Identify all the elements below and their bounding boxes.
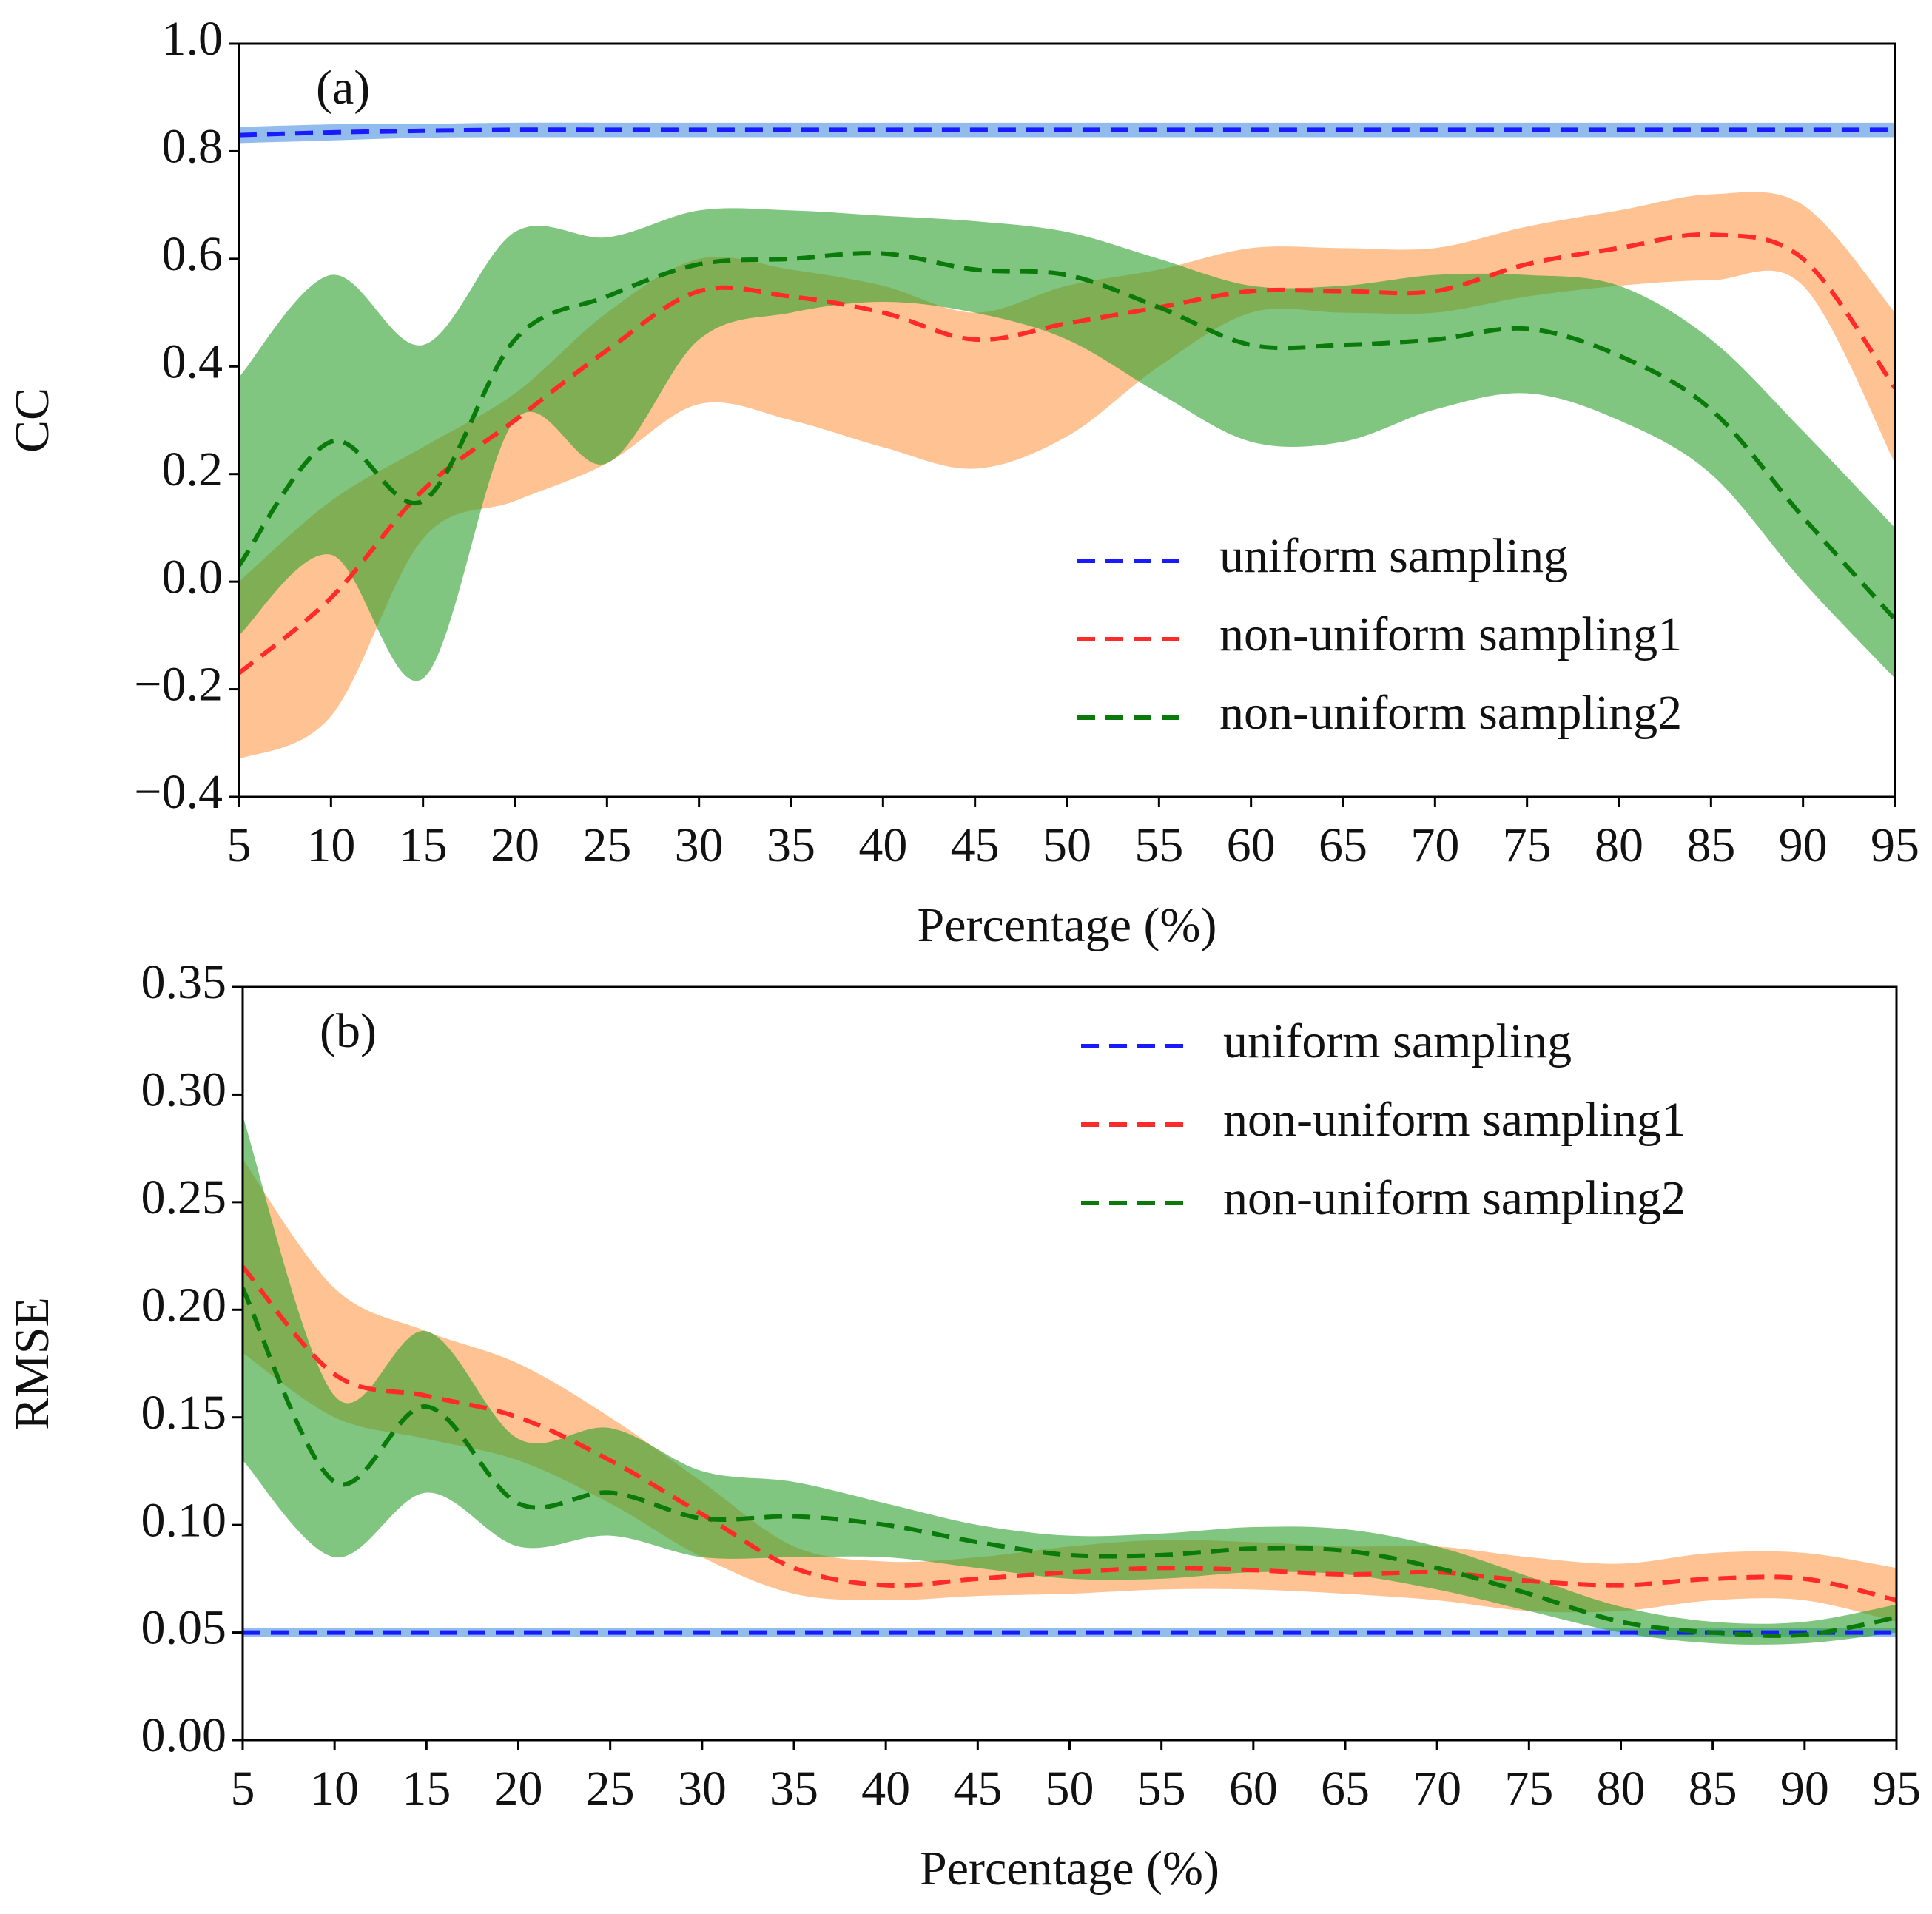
x-tick-label: 25 [586, 1762, 635, 1816]
band [243, 1116, 1896, 1645]
x-tick-label: 65 [1319, 818, 1367, 872]
y-tick-label: −0.2 [134, 658, 223, 712]
x-tick-label: 80 [1595, 818, 1643, 872]
y-tick-label: 0.15 [141, 1386, 227, 1440]
x-tick-label: 65 [1321, 1762, 1370, 1816]
series-line [243, 1265, 1896, 1603]
x-tick-label: 5 [227, 818, 252, 872]
x-tick-label: 25 [582, 818, 631, 872]
x-axis-label: Percentage (%) [918, 898, 1217, 952]
y-axis-label: RMSE [5, 1297, 59, 1430]
y-tick-label: 0.8 [162, 120, 223, 174]
x-tick-label: 40 [858, 818, 907, 872]
legend-label: non-uniform sampling2 [1219, 686, 1682, 740]
x-tick-label: 35 [770, 1762, 818, 1816]
x-tick-label: 30 [678, 1762, 727, 1816]
band [239, 208, 1895, 681]
x-tick-label: 85 [1686, 818, 1735, 872]
x-tick-label: 45 [951, 818, 1000, 872]
x-tick-label: 70 [1410, 818, 1459, 872]
plot-area [239, 122, 1895, 760]
y-tick-label: 0.20 [141, 1278, 227, 1332]
x-tick-label: 55 [1134, 818, 1183, 872]
x-tick-label: 90 [1780, 1762, 1829, 1816]
y-tick-label: 0.00 [141, 1708, 227, 1762]
x-tick-label: 20 [494, 1762, 543, 1816]
x-tick-label: 60 [1227, 818, 1276, 872]
x-tick-label: 50 [1043, 818, 1091, 872]
y-tick-label: 1.0 [162, 12, 223, 66]
panel-label: (b) [320, 1004, 377, 1058]
y-tick-label: 0.30 [141, 1063, 227, 1117]
x-tick-label: 95 [1871, 818, 1919, 872]
series-line [239, 127, 1895, 138]
x-tick-label: 15 [399, 818, 448, 872]
series-line [239, 251, 1895, 621]
plot-area [243, 1116, 1896, 1645]
x-tick-label: 75 [1504, 1762, 1553, 1816]
y-tick-label: 0.35 [141, 955, 227, 1009]
x-tick-label: 5 [231, 1762, 255, 1816]
y-tick-label: 0.05 [141, 1601, 227, 1655]
legend-label: non-uniform sampling1 [1223, 1093, 1686, 1147]
x-tick-label: 15 [402, 1762, 451, 1816]
x-axis-label: Percentage (%) [920, 1841, 1219, 1896]
series-line [243, 1287, 1896, 1638]
x-tick-label: 35 [767, 818, 815, 872]
x-tick-label: 70 [1413, 1762, 1461, 1816]
x-tick-label: 95 [1872, 1762, 1921, 1816]
band [239, 122, 1895, 144]
legend-label: non-uniform sampling1 [1219, 607, 1682, 661]
legend-label: non-uniform sampling2 [1223, 1171, 1686, 1225]
x-tick-label: 80 [1597, 1762, 1646, 1816]
y-tick-label: 0.10 [141, 1493, 227, 1547]
x-tick-label: 45 [953, 1762, 1002, 1816]
x-tick-label: 30 [675, 818, 724, 872]
y-tick-label: 0.6 [162, 227, 223, 281]
legend-label: uniform sampling [1219, 529, 1568, 583]
x-tick-label: 75 [1503, 818, 1552, 872]
x-tick-label: 20 [491, 818, 539, 872]
x-tick-label: 10 [310, 1762, 359, 1816]
x-tick-label: 40 [861, 1762, 910, 1816]
y-tick-label: 0.4 [162, 334, 223, 388]
x-tick-label: 10 [306, 818, 355, 872]
x-tick-label: 50 [1046, 1762, 1094, 1816]
y-tick-label: 0.2 [162, 442, 223, 496]
x-tick-label: 60 [1229, 1762, 1278, 1816]
y-tick-label: −0.4 [134, 765, 223, 819]
legend-label: uniform sampling [1223, 1014, 1572, 1068]
y-tick-label: 0.25 [141, 1170, 227, 1224]
panel-label: (a) [316, 61, 370, 115]
x-tick-label: 90 [1779, 818, 1828, 872]
x-tick-label: 85 [1689, 1762, 1737, 1816]
y-axis-label: CC [5, 388, 59, 453]
y-tick-label: 0.0 [162, 550, 223, 604]
x-tick-label: 55 [1137, 1762, 1186, 1816]
